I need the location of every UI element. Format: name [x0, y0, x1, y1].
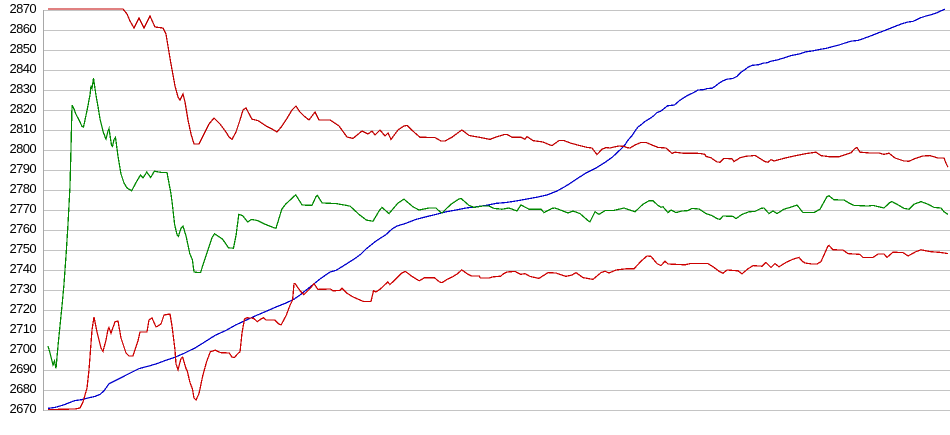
svg-text:2690: 2690: [9, 361, 36, 376]
svg-text:2780: 2780: [9, 181, 36, 196]
svg-text:2680: 2680: [9, 381, 36, 396]
svg-text:2870: 2870: [9, 1, 36, 16]
svg-text:2740: 2740: [9, 261, 36, 276]
svg-text:2720: 2720: [9, 301, 36, 316]
svg-text:2840: 2840: [9, 61, 36, 76]
svg-text:2700: 2700: [9, 341, 36, 356]
svg-text:2810: 2810: [9, 121, 36, 136]
svg-text:2860: 2860: [9, 21, 36, 36]
svg-text:2770: 2770: [9, 201, 36, 216]
svg-text:2820: 2820: [9, 101, 36, 116]
svg-text:2760: 2760: [9, 221, 36, 236]
svg-text:2750: 2750: [9, 241, 36, 256]
svg-text:2670: 2670: [9, 401, 36, 416]
svg-text:2730: 2730: [9, 281, 36, 296]
svg-text:2790: 2790: [9, 161, 36, 176]
svg-text:2850: 2850: [9, 41, 36, 56]
svg-text:2710: 2710: [9, 321, 36, 336]
svg-text:2830: 2830: [9, 81, 36, 96]
svg-text:2800: 2800: [9, 141, 36, 156]
